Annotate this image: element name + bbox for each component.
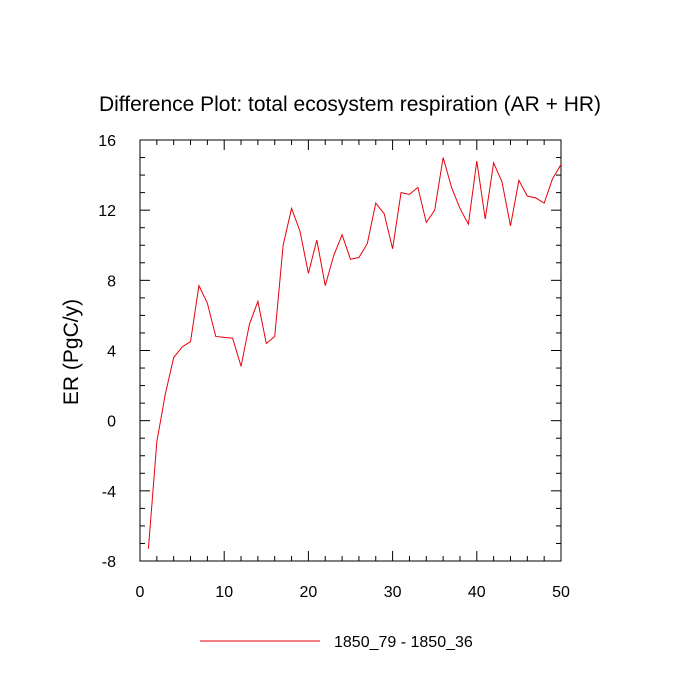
y-tick-label: 4 (107, 344, 116, 361)
legend-label: 1850_79 - 1850_36 (334, 634, 473, 651)
x-tick-label: 10 (215, 584, 233, 601)
y-tick-label: 8 (107, 273, 116, 290)
plot-border (139, 139, 562, 562)
x-axis-tick-labels: 0 10 20 30 40 50 (136, 584, 570, 601)
y-tick-label: -8 (102, 554, 116, 571)
series-group (147, 157, 562, 549)
y-tick-label: 0 (107, 414, 116, 431)
x-tick-label: 40 (468, 584, 486, 601)
x-tick-label: 20 (300, 584, 318, 601)
y-axis-tick-labels: -8 -4 0 4 8 12 16 (98, 133, 116, 571)
x-tick-label: 0 (136, 584, 145, 601)
plot-frame (139, 139, 562, 562)
legend: 1850_79 - 1850_36 (200, 634, 473, 651)
y-tick-label: 16 (98, 133, 116, 150)
y-tick-label: -4 (102, 484, 116, 501)
axis-ticks (139, 139, 562, 562)
y-axis-title: ER (PgC/y) (60, 299, 83, 405)
x-tick-label: 50 (552, 584, 570, 601)
chart-title: Difference Plot: total ecosystem respira… (99, 93, 601, 116)
series-line (147, 157, 562, 549)
x-tick-label: 30 (384, 584, 402, 601)
y-tick-label: 12 (98, 203, 116, 220)
